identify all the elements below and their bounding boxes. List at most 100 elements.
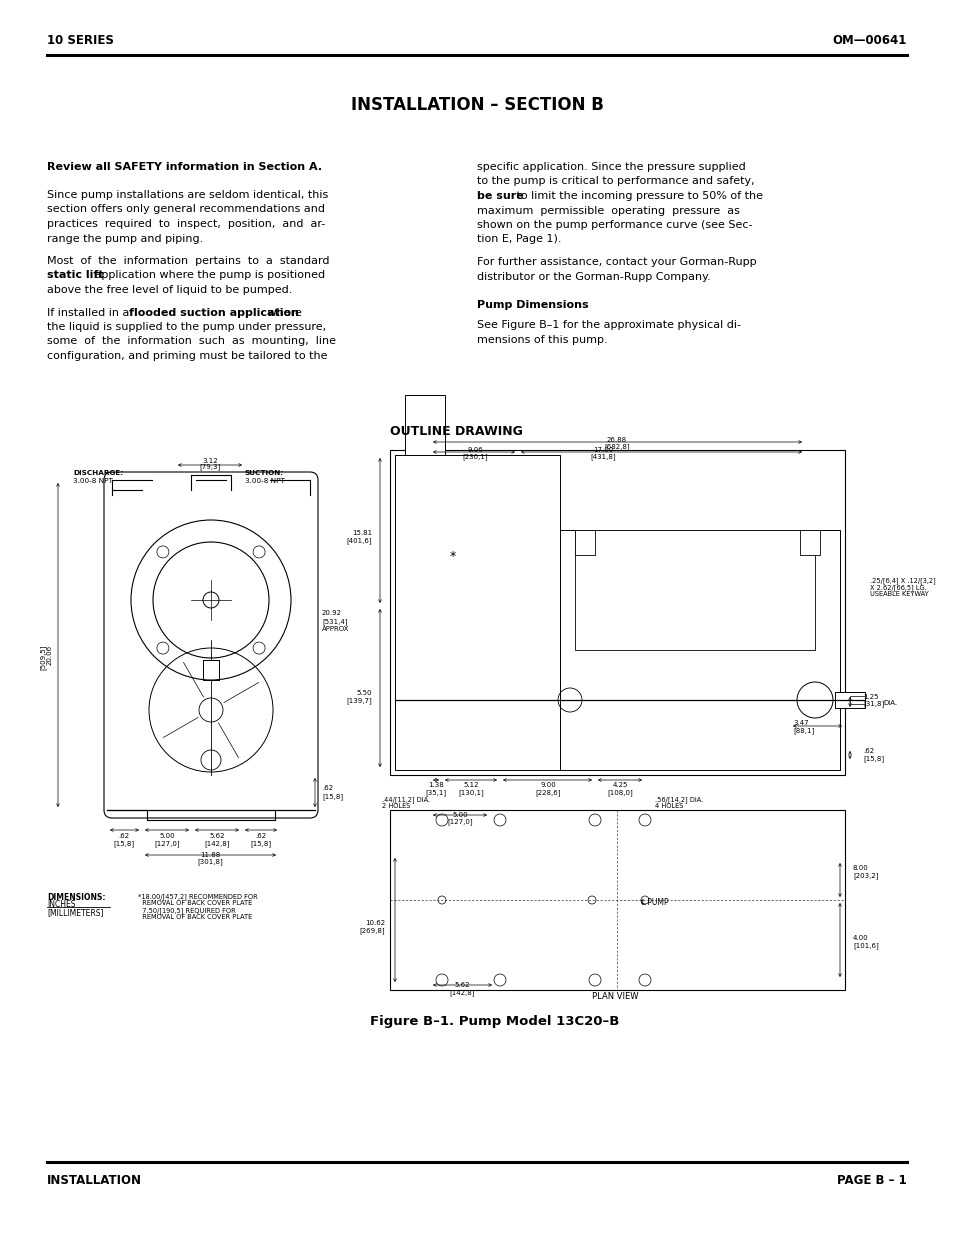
Bar xyxy=(834,692,864,708)
Text: [108,0]: [108,0] xyxy=(606,789,632,795)
Text: See Figure B–1 for the approximate physical di-: See Figure B–1 for the approximate physi… xyxy=(476,321,740,331)
Text: Most  of  the  information  pertains  to  a  standard: Most of the information pertains to a st… xyxy=(47,256,329,266)
Text: [79,3]: [79,3] xyxy=(199,463,220,469)
Text: 5.50: 5.50 xyxy=(356,690,372,697)
Text: .62: .62 xyxy=(862,748,873,755)
Text: 3.12: 3.12 xyxy=(202,458,217,464)
Text: [127,0]: [127,0] xyxy=(447,818,473,825)
Text: [531,4]: [531,4] xyxy=(322,618,347,625)
Text: PAGE B – 1: PAGE B – 1 xyxy=(837,1173,906,1187)
Text: [431,8]: [431,8] xyxy=(590,453,616,459)
Bar xyxy=(575,530,595,555)
Text: 7.50/[190,5] REQUIRED FOR: 7.50/[190,5] REQUIRED FOR xyxy=(138,906,235,914)
Bar xyxy=(575,530,814,650)
Text: Figure B–1. Pump Model 13C20–B: Figure B–1. Pump Model 13C20–B xyxy=(370,1015,618,1028)
Text: 1.38: 1.38 xyxy=(428,782,443,788)
Text: 8.00: 8.00 xyxy=(852,864,868,871)
Text: [401,6]: [401,6] xyxy=(346,537,372,543)
Text: [130,1]: [130,1] xyxy=(457,789,483,795)
Text: 2 HOLES: 2 HOLES xyxy=(381,803,410,809)
Text: 4 HOLES: 4 HOLES xyxy=(655,803,682,809)
Text: [31,8]: [31,8] xyxy=(862,700,883,706)
Text: 3.00-8 NPT: 3.00-8 NPT xyxy=(245,478,285,484)
Text: static lift: static lift xyxy=(47,270,104,280)
Text: [88,1]: [88,1] xyxy=(792,727,814,734)
FancyBboxPatch shape xyxy=(104,472,317,818)
Text: 3.47: 3.47 xyxy=(792,720,808,726)
Text: [230,1]: [230,1] xyxy=(461,453,487,459)
Text: to limit the incoming pressure to 50% of the: to limit the incoming pressure to 50% of… xyxy=(513,191,762,201)
Text: [301,8]: [301,8] xyxy=(197,858,223,864)
Text: section offers only general recommendations and: section offers only general recommendati… xyxy=(47,205,325,215)
Text: above the free level of liquid to be pumped.: above the free level of liquid to be pum… xyxy=(47,285,292,295)
Text: 5.00: 5.00 xyxy=(452,811,467,818)
Text: [MILLIMETERS]: [MILLIMETERS] xyxy=(47,908,103,918)
Text: *: * xyxy=(450,550,456,563)
Text: DISCHARGE:: DISCHARGE: xyxy=(73,471,123,475)
Bar xyxy=(405,395,444,454)
Text: 3.00-8 NPT: 3.00-8 NPT xyxy=(73,478,112,484)
Text: 15.81: 15.81 xyxy=(352,530,372,536)
Bar xyxy=(559,530,840,769)
Text: practices  required  to  inspect,  position,  and  ar-: practices required to inspect, position,… xyxy=(47,219,325,228)
Text: [682,8]: [682,8] xyxy=(603,443,629,450)
Text: [142,8]: [142,8] xyxy=(204,840,230,847)
Text: 10.62: 10.62 xyxy=(364,920,385,926)
Text: 5.00: 5.00 xyxy=(159,832,174,839)
Bar xyxy=(800,530,820,555)
Text: be sure: be sure xyxy=(476,191,523,201)
Text: OUTLINE DRAWING: OUTLINE DRAWING xyxy=(390,425,522,438)
Text: USEABLE KEYWAY: USEABLE KEYWAY xyxy=(869,592,928,597)
Text: .25/[6,4] X .12/[3,2]: .25/[6,4] X .12/[3,2] xyxy=(869,577,935,584)
Text: 4.00: 4.00 xyxy=(852,935,868,941)
Text: [269,8]: [269,8] xyxy=(359,927,385,934)
Text: *18.00/[457,2] RECOMMENDED FOR: *18.00/[457,2] RECOMMENDED FOR xyxy=(138,893,257,900)
Text: distributor or the Gorman-Rupp Company.: distributor or the Gorman-Rupp Company. xyxy=(476,272,710,282)
Text: flooded suction application: flooded suction application xyxy=(129,308,298,317)
Text: 17.00: 17.00 xyxy=(592,447,613,453)
Text: 26.88: 26.88 xyxy=(606,437,626,443)
Text: X 2.62/[66,5] LG.: X 2.62/[66,5] LG. xyxy=(869,584,925,590)
Text: DIA.: DIA. xyxy=(882,700,896,706)
Text: [15,8]: [15,8] xyxy=(862,755,883,762)
Text: 1.25: 1.25 xyxy=(862,694,878,700)
Text: [15,8]: [15,8] xyxy=(251,840,272,847)
Bar xyxy=(390,450,844,776)
Text: maximum  permissible  operating  pressure  as: maximum permissible operating pressure a… xyxy=(476,205,740,215)
Text: ℄ PUMP: ℄ PUMP xyxy=(639,898,668,906)
Text: 9.00: 9.00 xyxy=(539,782,556,788)
Text: range the pump and piping.: range the pump and piping. xyxy=(47,233,203,243)
Text: .62: .62 xyxy=(118,832,130,839)
Text: [139,7]: [139,7] xyxy=(346,697,372,704)
Text: 4.25: 4.25 xyxy=(612,782,627,788)
Text: to the pump is critical to performance and safety,: to the pump is critical to performance a… xyxy=(476,177,754,186)
Text: 5.62: 5.62 xyxy=(209,832,225,839)
Text: [101,6]: [101,6] xyxy=(852,942,878,948)
Text: Pump Dimensions: Pump Dimensions xyxy=(476,300,588,310)
Text: some  of  the  information  such  as  mounting,  line: some of the information such as mounting… xyxy=(47,336,335,347)
Text: INSTALLATION: INSTALLATION xyxy=(47,1173,142,1187)
Text: .44/[11,2] DIA.: .44/[11,2] DIA. xyxy=(381,797,430,803)
Bar xyxy=(849,697,864,704)
Bar xyxy=(390,810,844,990)
Text: PLAN VIEW: PLAN VIEW xyxy=(591,992,638,1002)
Text: mensions of this pump.: mensions of this pump. xyxy=(476,335,607,345)
Text: 9.06: 9.06 xyxy=(467,447,482,453)
Text: application where the pump is positioned: application where the pump is positioned xyxy=(91,270,325,280)
Text: [203,2]: [203,2] xyxy=(852,872,878,879)
Text: shown on the pump performance curve (see Sec-: shown on the pump performance curve (see… xyxy=(476,220,752,230)
Text: [228,6]: [228,6] xyxy=(535,789,560,795)
Text: Since pump installations are seldom identical, this: Since pump installations are seldom iden… xyxy=(47,190,328,200)
Text: OM—00641: OM—00641 xyxy=(832,33,906,47)
Text: .62: .62 xyxy=(255,832,266,839)
Text: 10 SERIES: 10 SERIES xyxy=(47,33,113,47)
Text: INSTALLATION – SECTION B: INSTALLATION – SECTION B xyxy=(350,96,603,114)
Text: 20.92: 20.92 xyxy=(322,610,341,616)
Text: INCHES: INCHES xyxy=(47,900,75,909)
Text: [127,0]: [127,0] xyxy=(154,840,179,847)
Text: SUCTION:: SUCTION: xyxy=(245,471,284,475)
Text: [509,5]: [509,5] xyxy=(40,645,47,671)
Text: configuration, and priming must be tailored to the: configuration, and priming must be tailo… xyxy=(47,351,327,361)
Text: 20.06: 20.06 xyxy=(47,645,53,666)
Text: 5.62: 5.62 xyxy=(454,982,469,988)
